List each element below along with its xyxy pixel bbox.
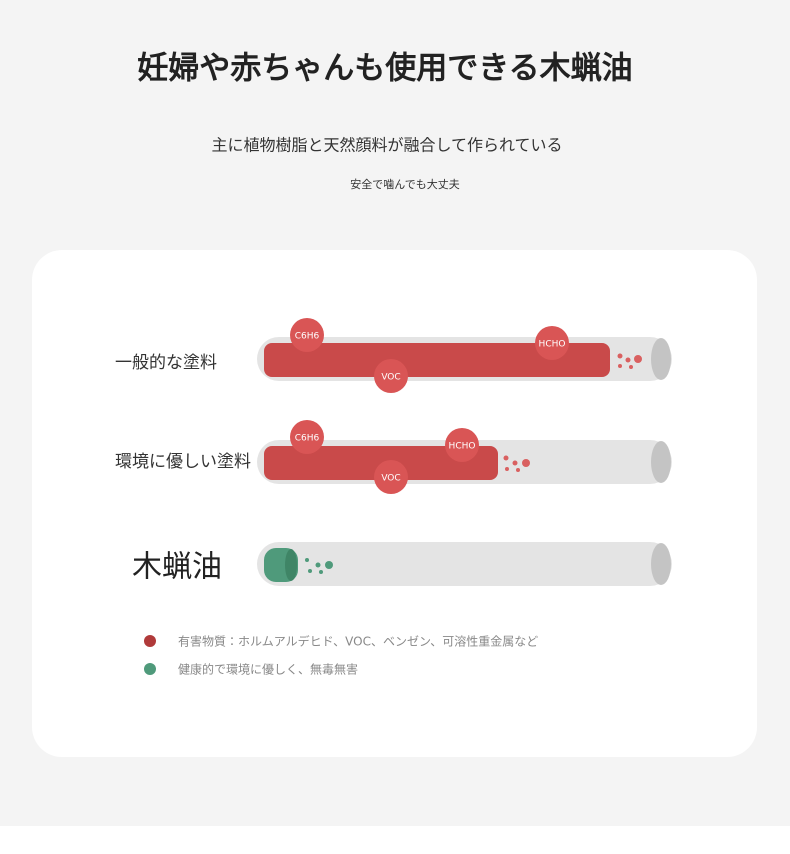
legend-dot [144, 663, 156, 675]
bubble-label: HCHO [539, 340, 566, 350]
row-label: 木蝋油 [132, 550, 222, 585]
legend-dot [144, 635, 156, 647]
row-3: 木蝋油 [132, 542, 672, 586]
note: 安全で噛んでも大丈夫 [350, 177, 459, 191]
bubble-label: C6H6 [295, 434, 320, 444]
footer-strip [0, 826, 790, 854]
bubble-label: C6H6 [295, 332, 320, 342]
subtitle: 主に植物樹脂と天然顔料が融合して作られている [211, 136, 562, 155]
row-1: C6H6 HCHO VOC 一般的な塗料 [115, 318, 672, 393]
bubble-label: HCHO [449, 442, 476, 452]
bubble-label: VOC [381, 373, 400, 383]
title: 妊婦や赤ちゃんも使用できる木蝋油 [137, 51, 632, 87]
legend-text: 有害物質：ホルムアルデヒド、VOC、ベンゼン、可溶性重金属など [178, 634, 538, 649]
row-label: 環境に優しい塗料 [115, 452, 251, 472]
legend-text: 健康的で環境に優しく、無毒無害 [178, 662, 358, 677]
card [32, 250, 757, 757]
bubble-label: VOC [381, 474, 400, 484]
row-2: C6H6 HCHO VOC 環境に優しい塗料 [115, 420, 672, 494]
row-label: 一般的な塗料 [115, 353, 217, 373]
